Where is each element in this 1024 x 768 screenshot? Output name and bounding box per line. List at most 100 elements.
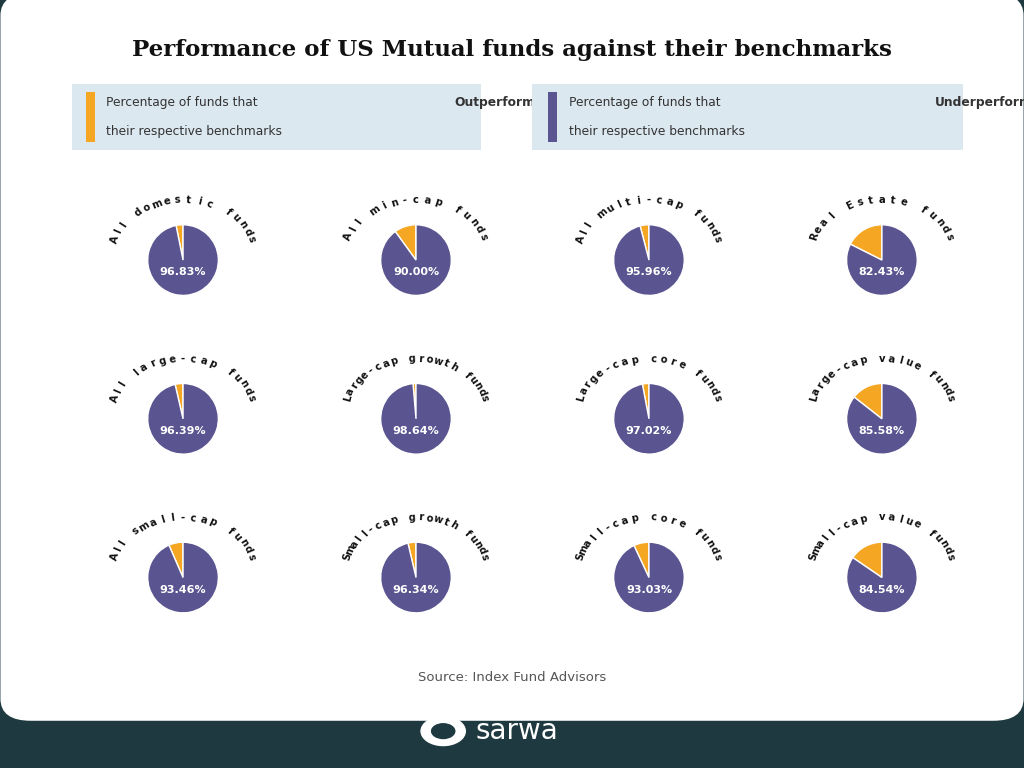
- Text: -: -: [647, 195, 651, 205]
- Text: l: l: [354, 535, 365, 544]
- Text: u: u: [926, 210, 938, 222]
- Text: 93.03%: 93.03%: [626, 585, 672, 595]
- Text: m: m: [137, 519, 152, 533]
- Text: p: p: [208, 358, 218, 369]
- Wedge shape: [147, 225, 218, 296]
- Text: n: n: [702, 220, 715, 231]
- Text: f: f: [927, 369, 937, 379]
- Text: l: l: [615, 200, 623, 210]
- Text: a: a: [850, 357, 860, 369]
- Text: s: s: [478, 394, 489, 402]
- Text: r: r: [418, 512, 423, 523]
- Text: d: d: [708, 227, 720, 237]
- Text: l: l: [353, 217, 364, 227]
- Text: n: n: [237, 537, 249, 548]
- Text: w: w: [432, 514, 443, 526]
- Text: g: g: [408, 353, 416, 364]
- Text: p: p: [389, 514, 399, 526]
- Text: p: p: [433, 197, 443, 209]
- Text: p: p: [208, 516, 218, 528]
- Wedge shape: [613, 225, 684, 296]
- Text: w: w: [432, 355, 443, 368]
- Text: f: f: [692, 368, 702, 379]
- Text: a: a: [138, 362, 150, 373]
- Text: Percentage of funds that: Percentage of funds that: [106, 96, 262, 109]
- Text: f: f: [462, 370, 472, 380]
- Wedge shape: [395, 225, 416, 260]
- FancyBboxPatch shape: [515, 82, 980, 152]
- Text: a: a: [621, 356, 630, 368]
- Text: c: c: [374, 520, 384, 531]
- Wedge shape: [613, 542, 684, 613]
- Text: t: t: [185, 195, 191, 205]
- Text: Outperformed: Outperformed: [455, 96, 553, 109]
- Text: 85.58%: 85.58%: [859, 426, 905, 436]
- FancyBboxPatch shape: [2, 0, 1022, 720]
- Text: f: f: [453, 205, 463, 216]
- Wedge shape: [381, 542, 452, 613]
- Text: m: m: [595, 207, 609, 220]
- Text: l: l: [118, 538, 128, 547]
- Text: a: a: [815, 538, 826, 549]
- Text: f: f: [927, 528, 937, 538]
- Wedge shape: [381, 225, 452, 296]
- Text: Source: Index Fund Advisors: Source: Index Fund Advisors: [418, 671, 606, 684]
- Text: c: c: [655, 195, 663, 206]
- Text: m: m: [810, 544, 823, 557]
- Text: l: l: [360, 529, 370, 538]
- Text: s: s: [478, 553, 489, 561]
- Wedge shape: [413, 383, 416, 419]
- Text: e: e: [813, 224, 824, 234]
- Text: n: n: [237, 219, 249, 230]
- Text: l: l: [897, 356, 903, 366]
- Text: d: d: [242, 227, 254, 237]
- Text: s: s: [943, 233, 954, 241]
- Wedge shape: [381, 383, 452, 454]
- Text: Percentage of funds that: Percentage of funds that: [569, 96, 725, 109]
- Text: 97.02%: 97.02%: [626, 426, 672, 436]
- Text: u: u: [697, 213, 710, 225]
- Text: m: m: [578, 543, 591, 557]
- Text: f: f: [691, 208, 701, 219]
- Bar: [548, 92, 557, 142]
- Text: A: A: [109, 393, 121, 403]
- Text: o: o: [425, 354, 433, 366]
- Text: -: -: [835, 365, 844, 375]
- Text: -: -: [367, 525, 376, 535]
- Text: d: d: [708, 386, 720, 396]
- Text: r: r: [583, 380, 594, 389]
- Text: d: d: [939, 223, 951, 235]
- Bar: [86, 92, 95, 142]
- Text: e: e: [169, 354, 177, 365]
- Text: d: d: [132, 206, 144, 218]
- Text: e: e: [826, 369, 838, 380]
- Text: s: s: [944, 394, 955, 402]
- Wedge shape: [176, 225, 183, 260]
- Text: u: u: [467, 375, 479, 386]
- Text: l: l: [131, 367, 140, 377]
- Text: u: u: [932, 532, 944, 544]
- Text: d: d: [473, 223, 485, 235]
- Text: r: r: [669, 356, 677, 367]
- Text: a: a: [348, 539, 360, 550]
- Wedge shape: [854, 383, 882, 419]
- Text: p: p: [630, 513, 639, 525]
- Text: f: f: [462, 529, 472, 539]
- Text: c: c: [842, 518, 852, 531]
- Text: n: n: [937, 538, 949, 550]
- Text: 96.39%: 96.39%: [160, 426, 207, 436]
- Text: a: a: [818, 217, 830, 227]
- Wedge shape: [847, 542, 918, 613]
- Text: m: m: [344, 544, 357, 558]
- Text: o: o: [141, 201, 153, 214]
- Text: t: t: [890, 195, 896, 206]
- Text: a: a: [423, 195, 431, 206]
- Wedge shape: [640, 225, 649, 260]
- Text: p: p: [859, 514, 868, 525]
- Wedge shape: [847, 225, 918, 296]
- Wedge shape: [175, 383, 183, 419]
- Text: d: d: [941, 545, 953, 555]
- Text: h: h: [447, 519, 460, 531]
- Text: u: u: [460, 210, 472, 222]
- Wedge shape: [847, 383, 918, 454]
